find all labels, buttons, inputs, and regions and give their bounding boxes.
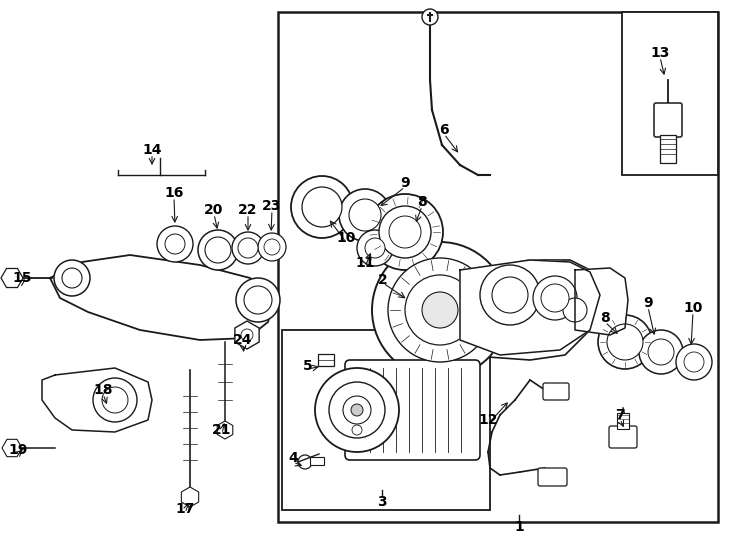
Polygon shape (460, 260, 600, 355)
Text: 24: 24 (233, 333, 252, 347)
Bar (278, 12, 718, 522)
Circle shape (315, 368, 399, 452)
Circle shape (157, 226, 193, 262)
Circle shape (238, 238, 258, 258)
Text: 18: 18 (93, 383, 113, 397)
Text: 16: 16 (164, 186, 184, 200)
Text: 13: 13 (650, 46, 669, 60)
Text: 12: 12 (479, 413, 498, 427)
Bar (622, 12, 718, 175)
FancyBboxPatch shape (654, 103, 682, 137)
Circle shape (343, 396, 371, 424)
Circle shape (198, 230, 238, 270)
Circle shape (62, 268, 82, 288)
FancyBboxPatch shape (310, 457, 324, 465)
Circle shape (405, 275, 475, 345)
Polygon shape (415, 260, 600, 360)
Circle shape (533, 276, 577, 320)
Text: 3: 3 (377, 495, 387, 509)
Circle shape (93, 378, 137, 422)
Text: 22: 22 (239, 203, 258, 217)
Text: 20: 20 (204, 203, 224, 217)
Text: 1: 1 (514, 520, 524, 534)
Text: 9: 9 (400, 176, 410, 190)
Text: 15: 15 (12, 271, 32, 285)
Circle shape (241, 329, 253, 341)
Circle shape (236, 278, 280, 322)
Circle shape (639, 330, 683, 374)
Circle shape (563, 298, 587, 322)
Circle shape (232, 232, 264, 264)
Circle shape (480, 265, 540, 325)
Circle shape (349, 199, 381, 231)
FancyBboxPatch shape (345, 360, 480, 460)
Circle shape (648, 339, 674, 365)
Circle shape (365, 238, 385, 258)
Text: 4: 4 (288, 451, 298, 465)
FancyBboxPatch shape (538, 468, 567, 486)
Circle shape (329, 382, 385, 438)
Circle shape (389, 216, 421, 248)
Circle shape (379, 206, 431, 258)
Text: 10: 10 (336, 231, 356, 245)
Polygon shape (50, 255, 272, 340)
Text: 10: 10 (683, 301, 702, 315)
Circle shape (205, 237, 231, 263)
Bar (617, 413, 629, 429)
FancyBboxPatch shape (318, 354, 334, 366)
Text: 8: 8 (417, 195, 427, 209)
Text: 14: 14 (142, 143, 161, 157)
Circle shape (264, 239, 280, 255)
Bar (282, 330, 490, 510)
Text: 17: 17 (175, 502, 195, 516)
FancyBboxPatch shape (543, 383, 569, 400)
Circle shape (291, 176, 353, 238)
Circle shape (598, 315, 652, 369)
FancyBboxPatch shape (609, 426, 637, 448)
Circle shape (302, 187, 342, 227)
Text: 11: 11 (355, 256, 375, 270)
Circle shape (352, 425, 362, 435)
Circle shape (339, 189, 391, 241)
Circle shape (492, 277, 528, 313)
Text: 5: 5 (303, 359, 313, 373)
Circle shape (367, 194, 443, 270)
Circle shape (258, 233, 286, 261)
Circle shape (676, 344, 712, 380)
Polygon shape (42, 368, 152, 432)
Circle shape (54, 260, 90, 296)
Text: 23: 23 (262, 199, 282, 213)
Circle shape (244, 286, 272, 314)
Text: 21: 21 (212, 423, 232, 437)
Circle shape (372, 242, 508, 378)
Circle shape (422, 9, 438, 25)
Text: 19: 19 (8, 443, 28, 457)
Circle shape (541, 284, 569, 312)
Text: 7: 7 (615, 408, 625, 422)
Circle shape (607, 324, 643, 360)
Text: 9: 9 (643, 296, 653, 310)
Polygon shape (575, 268, 628, 335)
Circle shape (102, 387, 128, 413)
Circle shape (351, 404, 363, 416)
Circle shape (422, 292, 458, 328)
Circle shape (298, 455, 312, 469)
Text: 2: 2 (378, 273, 388, 287)
Text: 6: 6 (439, 123, 448, 137)
Circle shape (165, 234, 185, 254)
Bar (660, 135, 676, 163)
Circle shape (357, 230, 393, 266)
Text: 8: 8 (600, 311, 610, 325)
Circle shape (684, 352, 704, 372)
Circle shape (388, 258, 492, 362)
